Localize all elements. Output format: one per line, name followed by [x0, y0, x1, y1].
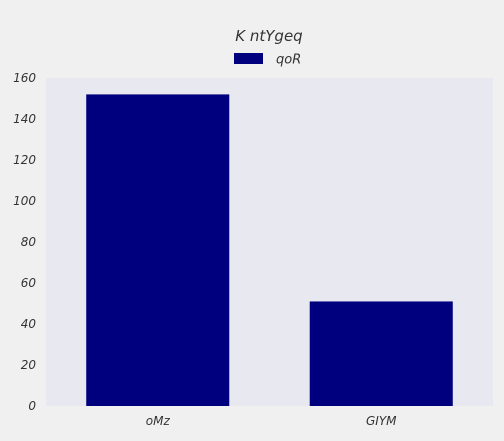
y-tick-label: 40: [21, 317, 37, 331]
x-axis-ticks: oMz GIYM: [146, 414, 397, 428]
y-tick-label: 100: [13, 194, 36, 208]
y-tick-label: 60: [21, 276, 37, 290]
y-tick-label: 160: [13, 71, 36, 85]
bar-omz: [86, 94, 230, 407]
x-tick-label: oMz: [146, 414, 171, 428]
y-tick-label: 80: [21, 235, 37, 249]
y-tick-label: 140: [13, 112, 36, 126]
y-tick-label: 20: [21, 358, 37, 372]
legend-label-qor: qoR: [276, 53, 301, 68]
x-tick-label: GIYM: [366, 414, 397, 428]
bar-giym: [309, 301, 453, 406]
chart-title: K ntYgeq: [235, 27, 302, 45]
legend-swatch-qor: [234, 53, 263, 64]
y-tick-label: 0: [28, 399, 36, 413]
y-axis-ticks: 0 20 40 60 80 100 120 140 160: [13, 71, 36, 413]
bars: [86, 94, 453, 407]
y-tick-label: 120: [13, 153, 36, 167]
legend: qoR: [234, 53, 301, 68]
